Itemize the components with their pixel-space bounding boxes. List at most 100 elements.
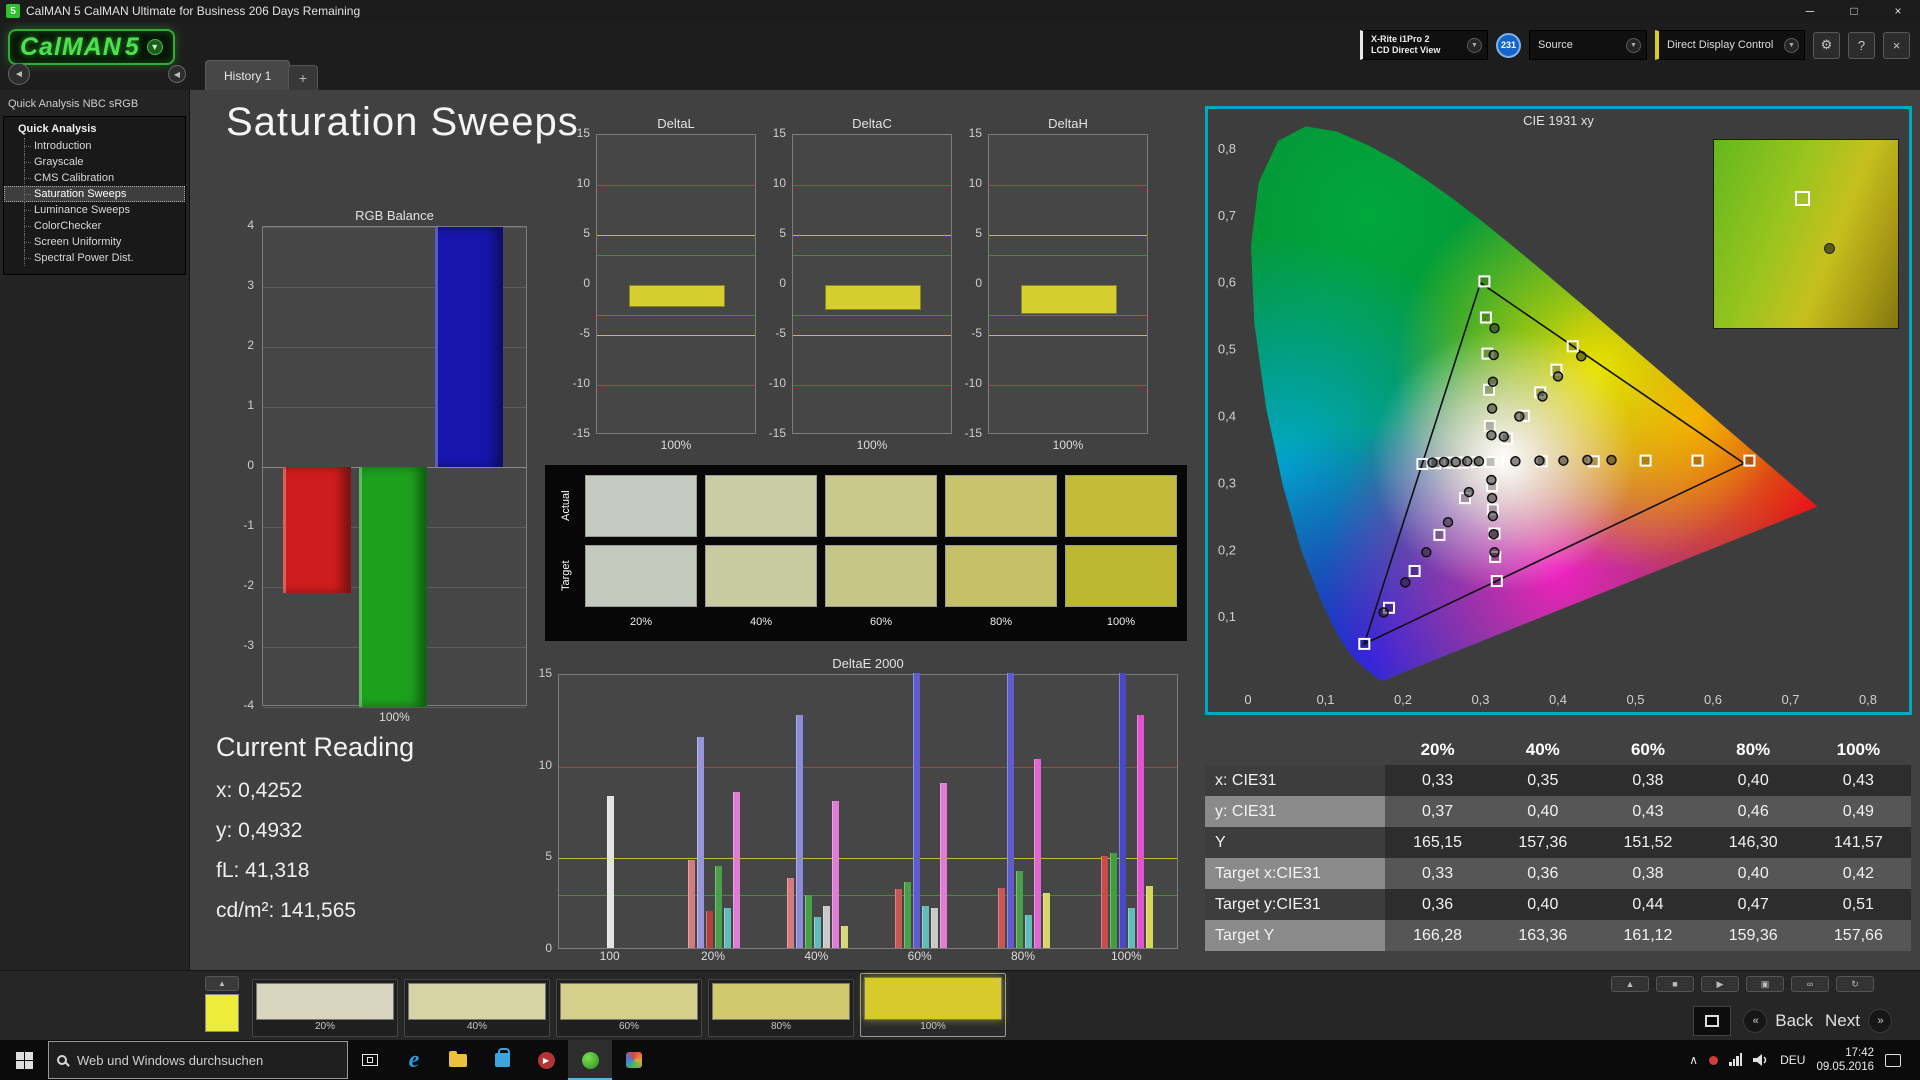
taskbar-date: 09.05.2016 [1816,1061,1874,1073]
table-row-label: y: CIE31 [1205,796,1385,827]
display-window-button[interactable] [1693,1006,1732,1036]
table-row-label: Target y:CIE31 [1205,889,1385,920]
start-button[interactable] [0,1040,48,1080]
media-taskbar-button[interactable]: ▶ [524,1040,568,1080]
add-tab-button[interactable]: + [288,65,318,90]
action-center-icon[interactable] [1885,1053,1901,1067]
sidebar-collapse-button[interactable]: ◀ [168,65,186,83]
calman-taskbar-button[interactable] [568,1040,612,1080]
taskbar-clock[interactable]: 17:42 09.05.2016 [1816,1046,1874,1074]
delta-charts: DeltaL 15 10 5 0 -5 -10 -15 100% DeltaC 15 10 5 0 -5 -1… [568,116,1148,452]
saturation-level-button-40%[interactable]: 40% [404,979,550,1037]
table-cell: 0,49 [1805,796,1911,827]
svg-text:0,8: 0,8 [1218,141,1236,156]
saturation-level-button-80%[interactable]: 80% [708,979,854,1037]
sidebar-item-luminance-sweeps[interactable]: Luminance Sweeps [4,202,185,218]
settings-button[interactable]: ⚙ [1813,31,1840,59]
continuous-measure-button[interactable]: ∞ [1791,976,1829,992]
volume-icon[interactable] [1753,1053,1769,1067]
minimize-button[interactable]: ─ [1805,4,1815,18]
tray-chevron-icon[interactable]: ∧ [1689,1053,1699,1067]
table-row: Target x:CIE31 0,33 0,36 0,38 0,40 0,42 [1205,858,1911,889]
deltae-bar [831,801,839,948]
capture-button[interactable]: ▣ [1746,976,1784,992]
delta-ytick-label: -15 [572,426,590,440]
delta-ytick-label: 0 [975,276,982,290]
back-button[interactable]: « Back [1743,1006,1813,1036]
table-cell: 0,43 [1805,765,1911,796]
logo-menu-dropdown-icon[interactable]: ▼ [146,39,163,55]
sidebar-item-introduction[interactable]: Introduction [4,138,185,154]
tray-status-icon[interactable] [1709,1055,1719,1065]
svg-text:0,1: 0,1 [1218,609,1236,624]
stop-button[interactable]: ■ [1656,976,1694,992]
workflow-tree-root[interactable]: Quick Analysis [18,123,97,135]
delta-ytick-label: 15 [576,126,590,140]
limit-line [989,315,1147,316]
table-row-label: Y [1205,827,1385,858]
sidebar-item-cms-calibration[interactable]: CMS Calibration [4,170,185,186]
swatch-row-label-actual: Actual [560,490,572,522]
actual-swatch-80% [945,475,1057,537]
rgb-ytick-label: 1 [247,398,254,412]
table-cell: 0,36 [1490,858,1596,889]
refresh-button[interactable]: ↻ [1836,976,1874,992]
pattern-eject-button[interactable]: ▲ [205,976,239,991]
meter-selector[interactable]: X-Rite i1Pro 2 LCD Direct View ▼ [1360,30,1488,60]
media-icon: ▶ [537,1051,555,1069]
saturation-swatch [408,983,546,1020]
edge-taskbar-button[interactable]: e [392,1040,436,1080]
table-col-header: 60% [1630,740,1665,759]
actual-swatch-20% [585,475,697,537]
task-view-button[interactable] [348,1040,392,1080]
cie-diagram: 0 0,1 0,2 0,3 0,4 0,5 0,6 0,7 0,8 0,1 0,2 0,3 0,4 0,5… [1208,109,1908,714]
limit-line [597,385,755,386]
language-indicator[interactable]: DEU [1780,1053,1806,1067]
gridline [263,287,526,288]
sidebar-item-grayscale[interactable]: Grayscale [4,154,185,170]
delta-ytick-label: 15 [772,126,786,140]
meter-reading-badge[interactable]: 231 [1496,32,1521,58]
table-row: Target Y 166,28 163,36 161,12 159,36 157,66 [1205,920,1911,951]
play-button[interactable]: ▶ [1701,976,1739,992]
rgb-ytick-label: 3 [247,278,254,292]
delta-error-bar [629,285,725,307]
explorer-taskbar-button[interactable] [436,1040,480,1080]
sidebar-item-saturation-sweeps[interactable]: Saturation Sweeps [4,186,185,202]
sidebar-item-spectral-power-dist-[interactable]: Spectral Power Dist. [4,250,185,266]
maximize-button[interactable]: □ [1850,4,1858,18]
eject-button[interactable]: ▲ [1611,976,1649,992]
search-input[interactable] [75,1051,339,1069]
store-taskbar-button[interactable] [480,1040,524,1080]
network-icon[interactable] [1729,1053,1743,1066]
sidebar-item-screen-uniformity[interactable]: Screen Uniformity [4,234,185,250]
table-cell: 166,28 [1385,920,1491,951]
table-cell: 0,44 [1595,889,1701,920]
target-swatch-60% [825,545,937,607]
saturation-level-button-60%[interactable]: 60% [556,979,702,1037]
current-reading-title: Current Reading [216,732,415,762]
close-button[interactable]: × [1894,4,1902,18]
saturation-swatch [560,983,698,1020]
calman-logo-version: 5 [124,32,139,61]
taskbar-search[interactable] [48,1041,348,1079]
source-selector[interactable]: Source ▼ [1529,30,1647,60]
display-control-selector[interactable]: Direct Display Control ▼ [1655,30,1805,60]
saturation-level-button-100%[interactable]: 100% [860,973,1006,1037]
pattern-app-taskbar-button[interactable] [612,1040,656,1080]
cie-1931-panel[interactable]: 0 0,1 0,2 0,3 0,4 0,5 0,6 0,7 0,8 0,1 0,2 0,3 0,4 0,5… [1205,106,1912,715]
current-reading-line: fL: 41,318 [216,859,310,882]
sidebar-item-colorchecker[interactable]: ColorChecker [4,218,185,234]
saturation-level-button-20%[interactable]: 20% [252,979,398,1037]
navigate-back-button[interactable]: ◄ [8,63,30,85]
current-pattern-swatch[interactable] [205,994,239,1032]
next-button[interactable]: Next » [1825,1006,1892,1036]
deltae-bar [706,911,713,948]
saturation-swatch-panel: Actual Target 20% 40% 60% 80% 100% [545,465,1187,641]
tab-history-1[interactable]: History 1 [205,60,291,90]
help-button[interactable]: ? [1848,31,1875,59]
limit-line [989,255,1147,256]
delta-chart-title: DeltaC [852,116,892,131]
close-workflow-button[interactable]: × [1883,31,1910,59]
svg-text:0,7: 0,7 [1781,692,1799,707]
